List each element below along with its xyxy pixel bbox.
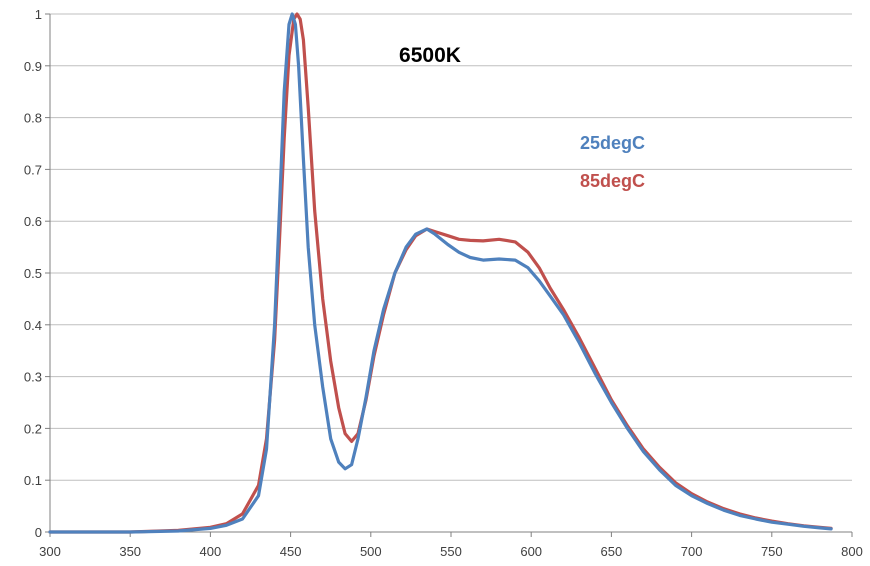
legend: 25degC 85degC — [580, 133, 645, 191]
x-tick-label-6: 600 — [520, 544, 542, 559]
x-tick-label-5: 550 — [440, 544, 462, 559]
axes — [45, 13, 853, 537]
y-tick-label-10: 1 — [35, 7, 42, 22]
y-tick-label-2: 0.2 — [24, 421, 42, 436]
x-tick-label-9: 750 — [761, 544, 783, 559]
y-tick-label-6: 0.6 — [24, 214, 42, 229]
chart-title: 6500K — [399, 44, 461, 67]
y-tick-label-4: 0.4 — [24, 318, 42, 333]
y-tick-label-3: 0.3 — [24, 370, 42, 385]
x-tick-label-4: 500 — [360, 544, 382, 559]
x-tick-label-8: 700 — [681, 544, 703, 559]
x-tick-label-3: 450 — [280, 544, 302, 559]
y-tick-label-9: 0.9 — [24, 59, 42, 74]
y-tick-label-1: 0.1 — [24, 473, 42, 488]
y-tick-label-5: 0.5 — [24, 266, 42, 281]
legend-entry-25degC: 25degC — [580, 133, 645, 153]
y-tick-label-0: 0 — [35, 525, 42, 540]
y-tick-label-7: 0.7 — [24, 162, 42, 177]
horizontal-gridlines — [50, 13, 852, 481]
x-tick-label-7: 650 — [601, 544, 623, 559]
x-tick-label-1: 350 — [119, 544, 141, 559]
x-tick-label-2: 400 — [200, 544, 222, 559]
x-tick-labels: 300 350 400 450 500 550 600 650 700 750 800 — [39, 544, 863, 559]
x-tick-label-10: 800 — [841, 544, 863, 559]
series-line-25degC — [48, 12, 833, 534]
y-tick-label-8: 0.8 — [24, 111, 42, 126]
x-tick-label-0: 300 — [39, 544, 61, 559]
series-lines — [48, 12, 833, 534]
legend-entry-85degC: 85degC — [580, 171, 645, 191]
y-tick-labels: 0 0.1 0.2 0.3 0.4 0.5 0.6 0.7 0.8 0.9 1 — [24, 7, 42, 540]
